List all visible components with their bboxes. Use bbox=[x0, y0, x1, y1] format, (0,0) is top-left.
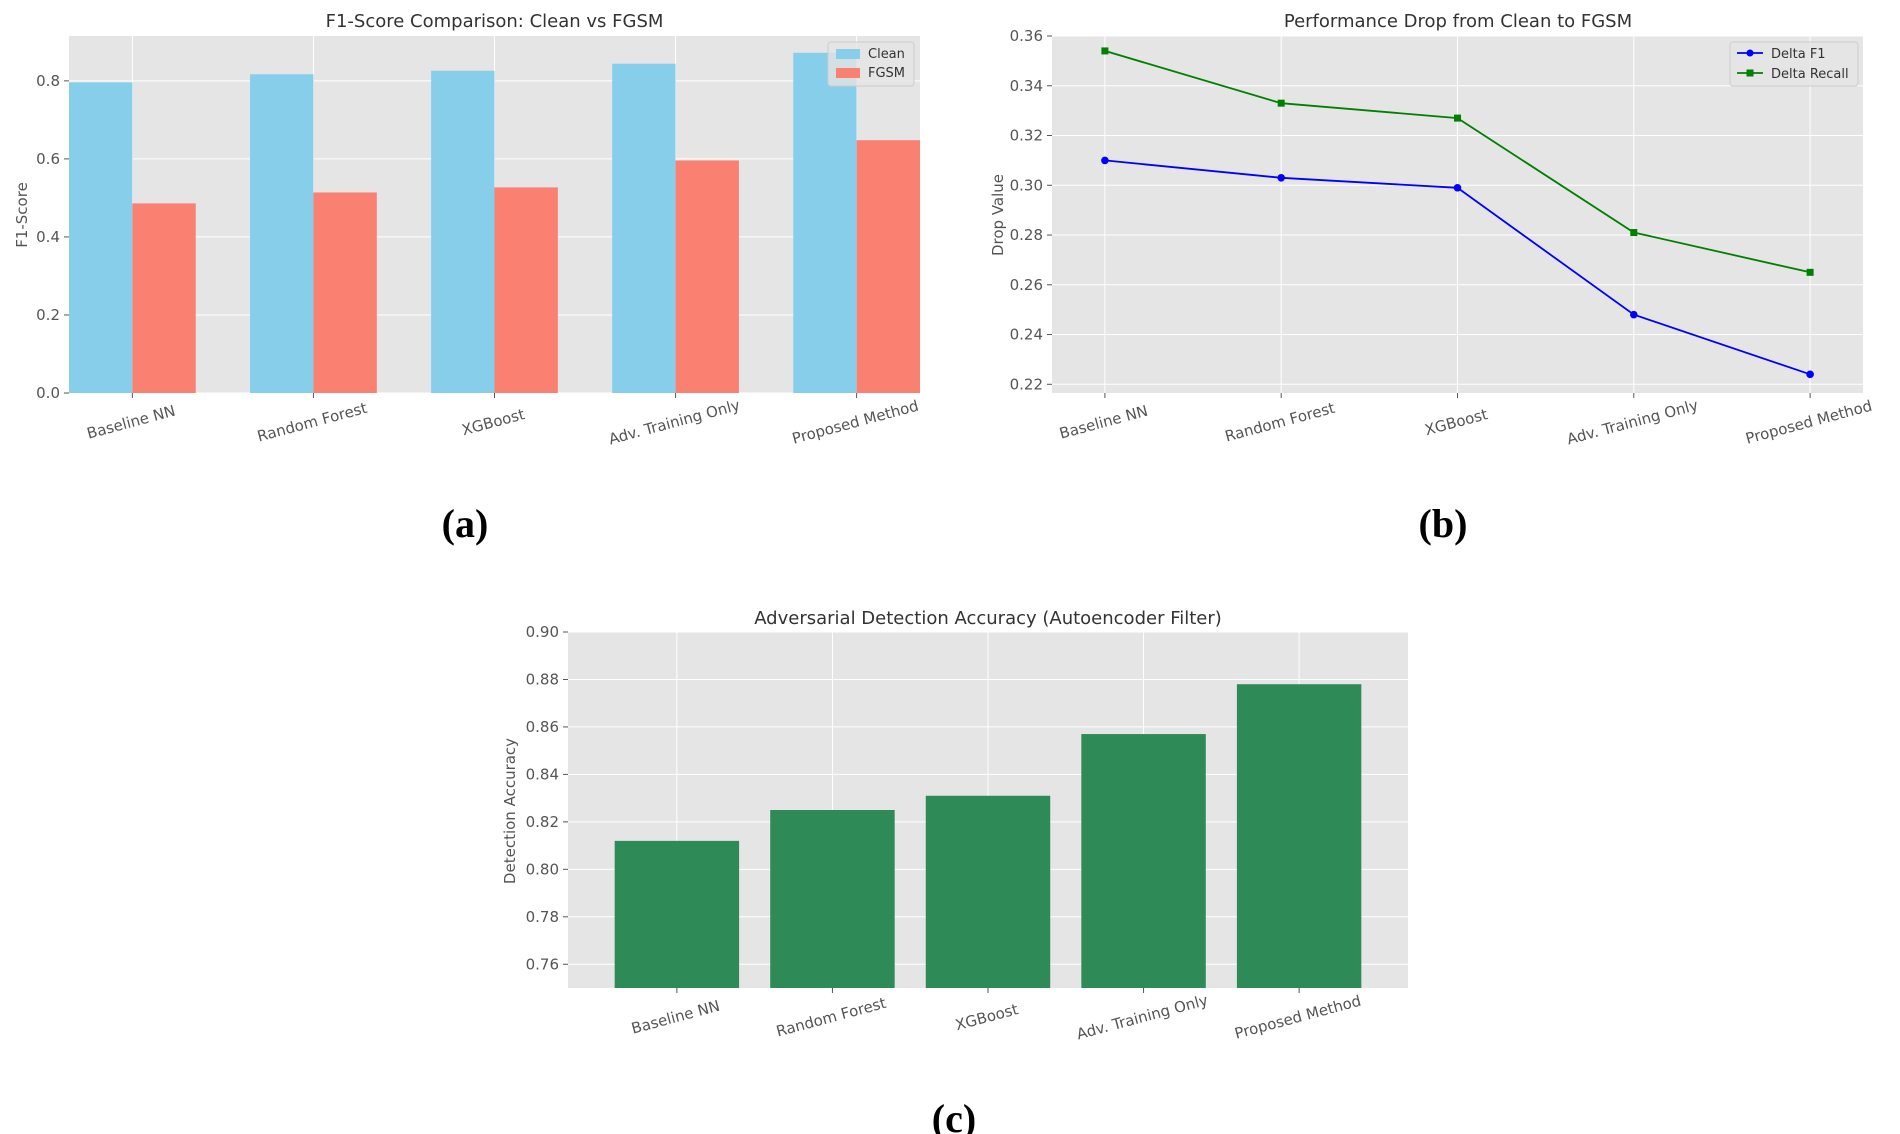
x-tick-label-adv-training-only: Adv. Training Only bbox=[1565, 396, 1700, 448]
chart-c-y-ticks: 0.76 0.78 0.80 0.82 0.84 0.86 0.88 0.90 bbox=[526, 623, 568, 973]
chart-b-lines bbox=[1101, 47, 1814, 379]
x-tick-label-xgboost: XGBoost bbox=[1423, 405, 1490, 439]
panel-label-a: (a) bbox=[442, 501, 489, 546]
x-tick-label-adv-training-only: Adv. Training Only bbox=[1075, 991, 1210, 1043]
legend-marker-delta-f1 bbox=[1746, 49, 1754, 57]
legend-label-clean: Clean bbox=[868, 47, 905, 62]
chart-a-title: F1-Score Comparison: Clean vs FGSM bbox=[326, 11, 664, 32]
point-delta-f1-proposed-method bbox=[1806, 370, 1814, 379]
chart-c: Baseline NN Random Forest XGBoost Adv. Trai… bbox=[501, 608, 1408, 1134]
y-tick-label: 0.76 bbox=[526, 955, 559, 973]
panel-label-c: (c) bbox=[932, 1096, 976, 1134]
bar-xgboost bbox=[925, 795, 1051, 988]
y-tick-label: 0.86 bbox=[526, 718, 559, 736]
bar-adv-training-only bbox=[1081, 734, 1206, 988]
y-tick-label: 0.90 bbox=[526, 623, 559, 641]
chart-b-x-ticks: Baseline NN Random Forest XGBoost Adv. Trai… bbox=[1057, 393, 1874, 448]
bar-clean-xgboost bbox=[431, 70, 495, 394]
x-tick-label-adv-training-only: Adv. Training Only bbox=[607, 396, 742, 448]
chart-c-title: Adversarial Detection Accuracy (Autoenco… bbox=[754, 608, 1222, 629]
y-tick-label: 0.80 bbox=[526, 860, 559, 878]
y-tick-label: 0.82 bbox=[526, 813, 559, 831]
x-tick-label-proposed-method: Proposed Method bbox=[790, 397, 920, 448]
bar-clean-random-forest bbox=[250, 74, 314, 393]
legend-swatch-clean bbox=[836, 49, 860, 59]
x-tick-label-random-forest: Random Forest bbox=[255, 399, 369, 446]
x-tick-label-baseline-nn: Baseline NN bbox=[85, 402, 177, 443]
point-delta-f1-baseline-nn bbox=[1101, 156, 1109, 165]
bar-fgsm-adv-training-only bbox=[675, 160, 739, 393]
chart-c-x-ticks: Baseline NN Random Forest XGBoost Adv. Trai… bbox=[629, 988, 1363, 1043]
bar-clean-adv-training-only bbox=[612, 63, 676, 394]
x-tick-label-baseline-nn: Baseline NN bbox=[629, 997, 721, 1038]
legend-marker-delta-recall bbox=[1746, 69, 1754, 77]
point-delta-f1-adv-training-only bbox=[1630, 310, 1638, 319]
chart-b-y-ticks: 0.22 0.24 0.26 0.28 0.30 0.32 0.34 0.36 bbox=[1010, 27, 1052, 393]
legend-label-delta-recall: Delta Recall bbox=[1771, 67, 1849, 82]
legend-label-fgsm: FGSM bbox=[868, 66, 905, 81]
point-delta-f1-random-forest bbox=[1277, 174, 1285, 182]
bar-clean-proposed-method bbox=[793, 52, 857, 394]
y-tick-label: 0.4 bbox=[36, 228, 60, 246]
chart-b-legend: Delta F1 Delta Recall bbox=[1729, 41, 1859, 87]
legend-swatch-fgsm bbox=[836, 68, 860, 78]
x-tick-label-xgboost: XGBoost bbox=[460, 405, 527, 439]
chart-a-y-axis-label: F1-Score bbox=[13, 182, 31, 248]
x-tick-label-proposed-method: Proposed Method bbox=[1744, 397, 1874, 448]
chart-a: Baseline NN Random Forest XGBoost Adv. Trai… bbox=[13, 11, 920, 546]
chart-b-title: Performance Drop from Clean to FGSM bbox=[1284, 11, 1632, 32]
y-tick-label: 0.0 bbox=[36, 384, 60, 402]
y-tick-label: 0.88 bbox=[526, 670, 559, 688]
bar-baseline-nn bbox=[614, 840, 740, 988]
chart-a-legend: Clean FGSM bbox=[827, 41, 915, 87]
panel-label-b: (b) bbox=[1419, 501, 1468, 546]
y-tick-label: 0.24 bbox=[1010, 326, 1043, 344]
y-tick-label: 0.36 bbox=[1010, 27, 1043, 45]
chart-c-y-axis-label: Detection Accuracy bbox=[501, 738, 519, 884]
chart-c-bars bbox=[614, 684, 1362, 988]
y-tick-label: 0.34 bbox=[1010, 77, 1043, 95]
chart-a-bars bbox=[69, 52, 920, 394]
y-tick-label: 0.22 bbox=[1010, 375, 1043, 393]
y-tick-label: 0.84 bbox=[526, 765, 559, 783]
y-tick-label: 0.26 bbox=[1010, 276, 1043, 294]
x-tick-label-proposed-method: Proposed Method bbox=[1233, 992, 1363, 1043]
point-delta-f1-xgboost bbox=[1453, 183, 1462, 192]
bar-clean-baseline-nn bbox=[69, 82, 133, 393]
bar-fgsm-random-forest bbox=[313, 192, 377, 393]
bar-random-forest bbox=[770, 810, 895, 988]
legend-label-delta-f1: Delta F1 bbox=[1771, 47, 1826, 62]
point-delta-recall-adv-training-only bbox=[1630, 229, 1638, 237]
x-tick-label-random-forest: Random Forest bbox=[1223, 399, 1337, 446]
bar-proposed-method bbox=[1236, 684, 1362, 988]
point-delta-recall-xgboost bbox=[1454, 114, 1461, 122]
bar-fgsm-xgboost bbox=[494, 187, 558, 393]
point-delta-recall-random-forest bbox=[1277, 99, 1285, 107]
chart-b-y-axis-label: Drop Value bbox=[989, 174, 1007, 256]
y-tick-label: 0.30 bbox=[1010, 176, 1043, 194]
y-tick-label: 0.2 bbox=[36, 306, 60, 324]
y-tick-label: 0.32 bbox=[1010, 127, 1043, 145]
y-tick-label: 0.28 bbox=[1010, 226, 1043, 244]
chart-a-x-ticks: Baseline NN Random Forest XGBoost Adv. Trai… bbox=[85, 393, 920, 448]
bar-fgsm-baseline-nn bbox=[132, 203, 196, 393]
y-tick-label: 0.6 bbox=[36, 150, 60, 168]
point-delta-recall-baseline-nn bbox=[1101, 47, 1109, 55]
chart-a-y-ticks: 0.0 0.2 0.4 0.6 0.8 bbox=[36, 72, 69, 402]
y-tick-label: 0.8 bbox=[36, 72, 60, 90]
bar-fgsm-proposed-method bbox=[856, 140, 920, 393]
x-tick-label-baseline-nn: Baseline NN bbox=[1057, 402, 1149, 443]
y-tick-label: 0.78 bbox=[526, 908, 559, 926]
x-tick-label-random-forest: Random Forest bbox=[774, 994, 888, 1041]
point-delta-recall-proposed-method bbox=[1806, 268, 1814, 276]
chart-b-grid bbox=[1052, 35, 1863, 393]
x-tick-label-xgboost: XGBoost bbox=[953, 1000, 1020, 1034]
chart-b: Baseline NN Random Forest XGBoost Adv. Trai… bbox=[989, 11, 1874, 546]
